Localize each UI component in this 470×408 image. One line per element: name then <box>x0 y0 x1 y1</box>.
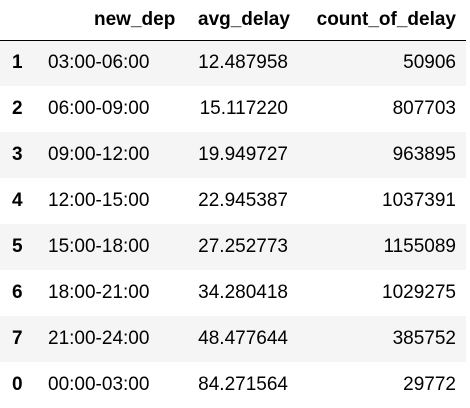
row-index: 2 <box>12 98 23 119</box>
cell-avg-delay: 12.487958 <box>198 52 288 74</box>
column-header-new-dep: new_dep <box>46 0 178 41</box>
cell-count-of-delay: 963895 <box>392 144 456 165</box>
cell-avg-delay: 34.280418 <box>198 282 288 303</box>
row-index: 5 <box>12 236 23 257</box>
table-row: 1 03:00-06:00 12.487958 50906 <box>0 40 466 86</box>
cell-new-dep: 18:00-21:00 <box>48 282 150 303</box>
cell-count-of-delay: 1155089 <box>383 236 456 257</box>
table-row: 0 00:00-03:00 84.271564 29772 <box>0 362 466 408</box>
cell-avg-delay: 84.271564 <box>198 374 288 395</box>
row-index: 0 <box>12 374 23 395</box>
cell-count-of-delay: 50906 <box>403 52 456 74</box>
cell-count-of-delay: 385752 <box>392 328 456 349</box>
cell-new-dep: 15:00-18:00 <box>48 236 150 257</box>
row-index: 6 <box>12 282 23 303</box>
column-header-count-of-delay: count_of_delay <box>306 0 466 41</box>
cell-count-of-delay: 29772 <box>403 374 456 395</box>
cell-new-dep: 06:00-09:00 <box>48 98 150 119</box>
cell-avg-delay: 27.252773 <box>198 236 288 257</box>
index-column-header <box>0 0 46 41</box>
cell-new-dep: 00:00-03:00 <box>48 374 150 395</box>
table-row: 3 09:00-12:00 19.949727 963895 <box>0 132 466 178</box>
row-index: 4 <box>12 190 23 211</box>
table-header: new_dep avg_delay count_of_delay <box>0 0 466 41</box>
cell-new-dep: 09:00-12:00 <box>48 144 150 165</box>
row-index: 7 <box>12 328 23 349</box>
row-index: 3 <box>12 144 23 165</box>
table-row: 4 12:00-15:00 22.945387 1037391 <box>0 178 466 224</box>
cell-count-of-delay: 1037391 <box>382 190 456 211</box>
cell-avg-delay: 19.949727 <box>198 144 288 165</box>
row-index: 1 <box>12 52 23 74</box>
cell-avg-delay: 15.117220 <box>199 98 288 119</box>
cell-count-of-delay: 807703 <box>392 98 456 119</box>
cell-new-dep: 03:00-06:00 <box>48 52 150 74</box>
table-row: 5 15:00-18:00 27.252773 1155089 <box>0 224 466 270</box>
table-row: 7 21:00-24:00 48.477644 385752 <box>0 316 466 362</box>
table-body: 1 03:00-06:00 12.487958 50906 2 06:00-09… <box>0 40 466 408</box>
cell-count-of-delay: 1029275 <box>382 282 456 303</box>
cell-avg-delay: 48.477644 <box>198 328 288 349</box>
cell-new-dep: 12:00-15:00 <box>48 190 150 211</box>
cell-avg-delay: 22.945387 <box>198 190 288 211</box>
table-row: 6 18:00-21:00 34.280418 1029275 <box>0 270 466 316</box>
column-header-avg-delay: avg_delay <box>178 0 306 41</box>
cell-new-dep: 21:00-24:00 <box>48 328 150 349</box>
header-row: new_dep avg_delay count_of_delay <box>0 0 466 41</box>
table-row: 2 06:00-09:00 15.117220 807703 <box>0 86 466 132</box>
